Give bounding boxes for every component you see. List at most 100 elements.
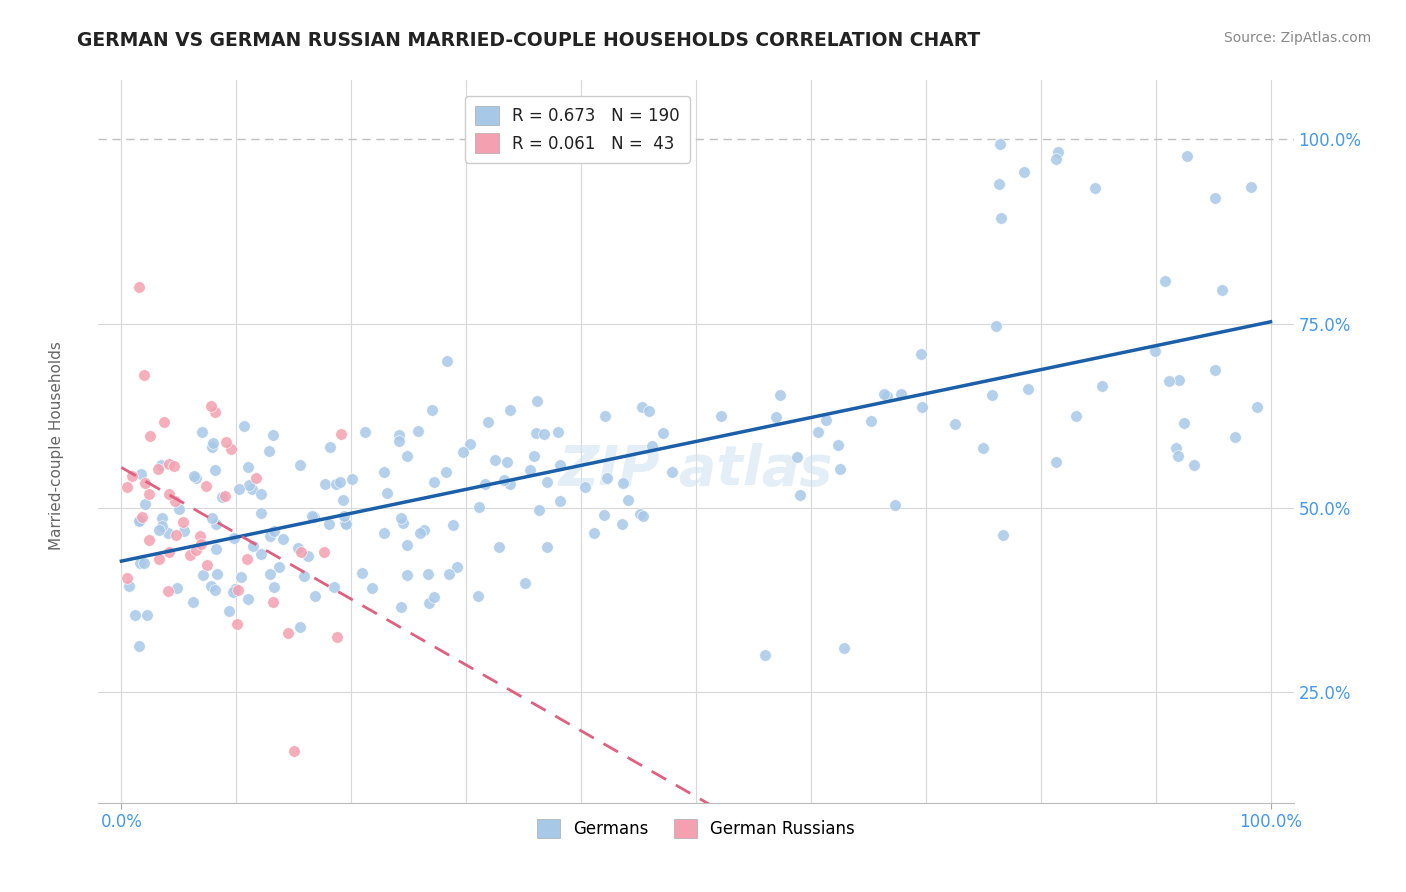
Point — [1168, 373, 1191, 387]
Point — [990, 211, 1012, 226]
Point — [179, 548, 201, 562]
Point — [437, 566, 460, 581]
Point — [190, 537, 212, 551]
Point — [326, 630, 349, 644]
Point — [238, 478, 260, 492]
Point — [827, 438, 849, 452]
Point — [477, 415, 499, 429]
Point — [807, 425, 830, 439]
Point — [183, 469, 205, 483]
Point — [222, 585, 245, 599]
Point — [860, 414, 883, 428]
Point — [1211, 284, 1233, 298]
Point — [436, 354, 458, 368]
Point — [640, 439, 662, 453]
Point — [329, 475, 352, 490]
Text: GERMAN VS GERMAN RUSSIAN MARRIED-COUPLE HOUSEHOLDS CORRELATION CHART: GERMAN VS GERMAN RUSSIAN MARRIED-COUPLE … — [77, 31, 980, 50]
Point — [314, 476, 336, 491]
Point — [128, 514, 150, 528]
Point — [205, 566, 228, 581]
Point — [499, 477, 522, 491]
Point — [215, 434, 238, 449]
Point — [388, 428, 411, 442]
Point — [139, 429, 162, 443]
Point — [195, 558, 218, 573]
Point — [413, 523, 436, 537]
Point — [612, 475, 634, 490]
Point — [204, 463, 226, 477]
Point — [492, 473, 515, 487]
Point — [519, 462, 541, 476]
Point — [224, 531, 246, 545]
Point — [484, 452, 506, 467]
Point — [536, 541, 558, 555]
Point — [134, 557, 156, 571]
Point — [550, 494, 572, 508]
Point — [574, 480, 596, 494]
Point — [422, 475, 444, 489]
Point — [873, 387, 896, 401]
Point — [128, 556, 150, 570]
Point — [524, 426, 547, 441]
Point — [277, 626, 299, 640]
Point — [1066, 409, 1088, 423]
Point — [815, 413, 838, 427]
Point — [138, 487, 160, 501]
Point — [388, 434, 411, 448]
Point — [165, 527, 187, 541]
Point — [910, 347, 932, 361]
Point — [190, 425, 212, 440]
Point — [287, 541, 309, 555]
Point — [250, 487, 273, 501]
Point — [765, 410, 787, 425]
Point — [201, 441, 224, 455]
Point — [301, 508, 323, 523]
Point — [245, 471, 267, 485]
Point — [134, 475, 156, 490]
Point — [150, 511, 173, 525]
Point — [1084, 180, 1107, 194]
Point — [153, 415, 176, 429]
Point — [229, 570, 252, 584]
Point — [1204, 363, 1226, 377]
Point — [499, 403, 522, 417]
Point — [652, 426, 675, 441]
Point — [165, 493, 187, 508]
Point — [460, 437, 482, 451]
Point — [496, 455, 519, 469]
Point — [262, 594, 284, 608]
Point — [249, 506, 271, 520]
Point — [124, 608, 146, 623]
Point — [582, 525, 605, 540]
Point — [218, 604, 240, 618]
Text: ZIP atlas: ZIP atlas — [558, 443, 834, 498]
Point — [536, 475, 558, 489]
Point — [375, 486, 398, 500]
Point — [1017, 382, 1039, 396]
Point — [373, 526, 395, 541]
Point — [242, 539, 264, 553]
Point — [1240, 179, 1263, 194]
Point — [527, 502, 550, 516]
Point — [876, 389, 898, 403]
Point — [150, 518, 173, 533]
Point — [789, 488, 811, 502]
Point — [262, 428, 284, 442]
Point — [319, 441, 342, 455]
Point — [418, 596, 440, 610]
Point — [1223, 430, 1246, 444]
Point — [322, 580, 344, 594]
Point — [173, 524, 195, 538]
Point — [121, 469, 143, 483]
Point — [1204, 191, 1226, 205]
Point — [211, 490, 233, 504]
Point — [304, 589, 326, 603]
Point — [533, 427, 555, 442]
Point — [269, 560, 291, 574]
Point — [593, 508, 616, 523]
Point — [395, 538, 418, 552]
Point — [389, 600, 412, 615]
Point — [335, 516, 357, 531]
Point — [354, 425, 377, 439]
Point — [993, 528, 1015, 542]
